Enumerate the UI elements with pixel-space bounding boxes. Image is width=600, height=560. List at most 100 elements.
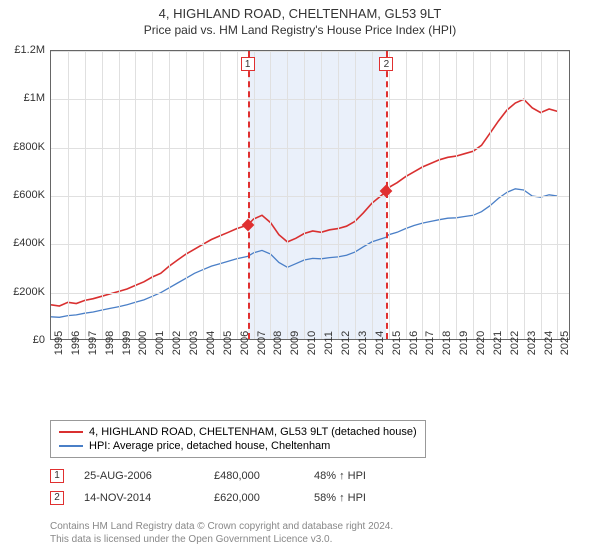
legend-row: 4, HIGHLAND ROAD, CHELTENHAM, GL53 9LT (… [59, 425, 417, 439]
plot-area: 12 [50, 50, 570, 340]
gridline-v [541, 51, 542, 339]
xtick-label: 2024 [543, 331, 555, 355]
xtick-label: 2021 [492, 331, 504, 355]
gridline-v [85, 51, 86, 339]
gridline-v [473, 51, 474, 339]
ytick-label: £0 [33, 334, 45, 346]
gridline-h [51, 148, 569, 149]
footer-line1: Contains HM Land Registry data © Crown c… [50, 520, 393, 533]
gridline-v [186, 51, 187, 339]
legend-row: HPI: Average price, detached house, Chel… [59, 439, 417, 453]
xtick-label: 2023 [526, 331, 538, 355]
xtick-label: 2001 [154, 331, 166, 355]
event-date: 14-NOV-2014 [84, 492, 194, 504]
legend-swatch [59, 445, 83, 447]
ytick-label: £1.2M [14, 44, 45, 56]
xtick-label: 2000 [137, 331, 149, 355]
gridline-v [389, 51, 390, 339]
footer-attribution: Contains HM Land Registry data © Crown c… [50, 520, 393, 546]
xtick-label: 2025 [559, 331, 571, 355]
xtick-label: 2014 [374, 331, 386, 355]
xtick-label: 2006 [239, 331, 251, 355]
xtick-label: 1998 [104, 331, 116, 355]
gridline-v [287, 51, 288, 339]
gridline-v [490, 51, 491, 339]
gridline-v [321, 51, 322, 339]
gridline-v [135, 51, 136, 339]
events-table: 1 25-AUG-2006 £480,000 48% ↑ HPI 2 14-NOV-201… [50, 465, 394, 509]
event-date: 25-AUG-2006 [84, 470, 194, 482]
legend: 4, HIGHLAND ROAD, CHELTENHAM, GL53 9LT (… [50, 420, 426, 458]
gridline-v [524, 51, 525, 339]
chart-title: 4, HIGHLAND ROAD, CHELTENHAM, GL53 9LT [0, 0, 600, 21]
gridline-v [406, 51, 407, 339]
gridline-v [254, 51, 255, 339]
event-line [248, 51, 250, 339]
gridline-v [119, 51, 120, 339]
xtick-label: 2019 [458, 331, 470, 355]
chart-subtitle: Price paid vs. HM Land Registry's House … [0, 21, 600, 41]
xtick-label: 1995 [53, 331, 65, 355]
ytick-label: £800K [13, 141, 45, 153]
gridline-v [557, 51, 558, 339]
event-price: £480,000 [214, 470, 294, 482]
gridline-v [372, 51, 373, 339]
ytick-label: £200K [13, 286, 45, 298]
gridline-v [68, 51, 69, 339]
event-marker-box: 1 [241, 57, 255, 71]
footer-line2: This data is licensed under the Open Gov… [50, 533, 393, 546]
xtick-label: 2012 [340, 331, 352, 355]
event-row: 2 14-NOV-2014 £620,000 58% ↑ HPI [50, 487, 394, 509]
event-id-box: 2 [50, 491, 64, 505]
gridline-v [237, 51, 238, 339]
gridline-v [152, 51, 153, 339]
gridline-v [102, 51, 103, 339]
xtick-label: 2013 [357, 331, 369, 355]
xtick-label: 2018 [441, 331, 453, 355]
xtick-label: 1999 [121, 331, 133, 355]
gridline-v [270, 51, 271, 339]
gridline-v [422, 51, 423, 339]
gridline-v [304, 51, 305, 339]
gridline-v [203, 51, 204, 339]
xtick-label: 2020 [475, 331, 487, 355]
xtick-label: 2017 [424, 331, 436, 355]
gridline-v [220, 51, 221, 339]
event-marker-box: 2 [379, 57, 393, 71]
xtick-label: 2003 [188, 331, 200, 355]
legend-label: 4, HIGHLAND ROAD, CHELTENHAM, GL53 9LT (… [89, 426, 417, 438]
xtick-label: 2009 [289, 331, 301, 355]
xtick-label: 2010 [306, 331, 318, 355]
event-hpi: 58% ↑ HPI [314, 492, 394, 504]
xtick-label: 1996 [70, 331, 82, 355]
event-id-box: 1 [50, 469, 64, 483]
xtick-label: 2007 [256, 331, 268, 355]
event-price: £620,000 [214, 492, 294, 504]
gridline-v [169, 51, 170, 339]
xtick-label: 2002 [171, 331, 183, 355]
xtick-label: 2005 [222, 331, 234, 355]
gridline-v [456, 51, 457, 339]
ytick-label: £1M [24, 92, 45, 104]
xtick-label: 2011 [323, 331, 335, 355]
gridline-v [439, 51, 440, 339]
xtick-label: 2004 [205, 331, 217, 355]
xtick-label: 2015 [391, 331, 403, 355]
gridline-h [51, 51, 569, 52]
xtick-label: 1997 [87, 331, 99, 355]
chart-area: 12 £0£200K£400K£600K£800K£1M£1.2M1995199… [50, 50, 570, 380]
gridline-v [355, 51, 356, 339]
gridline-h [51, 244, 569, 245]
xtick-label: 2022 [509, 331, 521, 355]
gridline-h [51, 99, 569, 100]
xtick-label: 2016 [408, 331, 420, 355]
legend-label: HPI: Average price, detached house, Chel… [89, 440, 330, 452]
gridline-h [51, 293, 569, 294]
gridline-v [507, 51, 508, 339]
event-hpi: 48% ↑ HPI [314, 470, 394, 482]
gridline-v [338, 51, 339, 339]
gridline-h [51, 196, 569, 197]
xtick-label: 2008 [272, 331, 284, 355]
legend-swatch [59, 431, 83, 433]
ytick-label: £400K [13, 237, 45, 249]
